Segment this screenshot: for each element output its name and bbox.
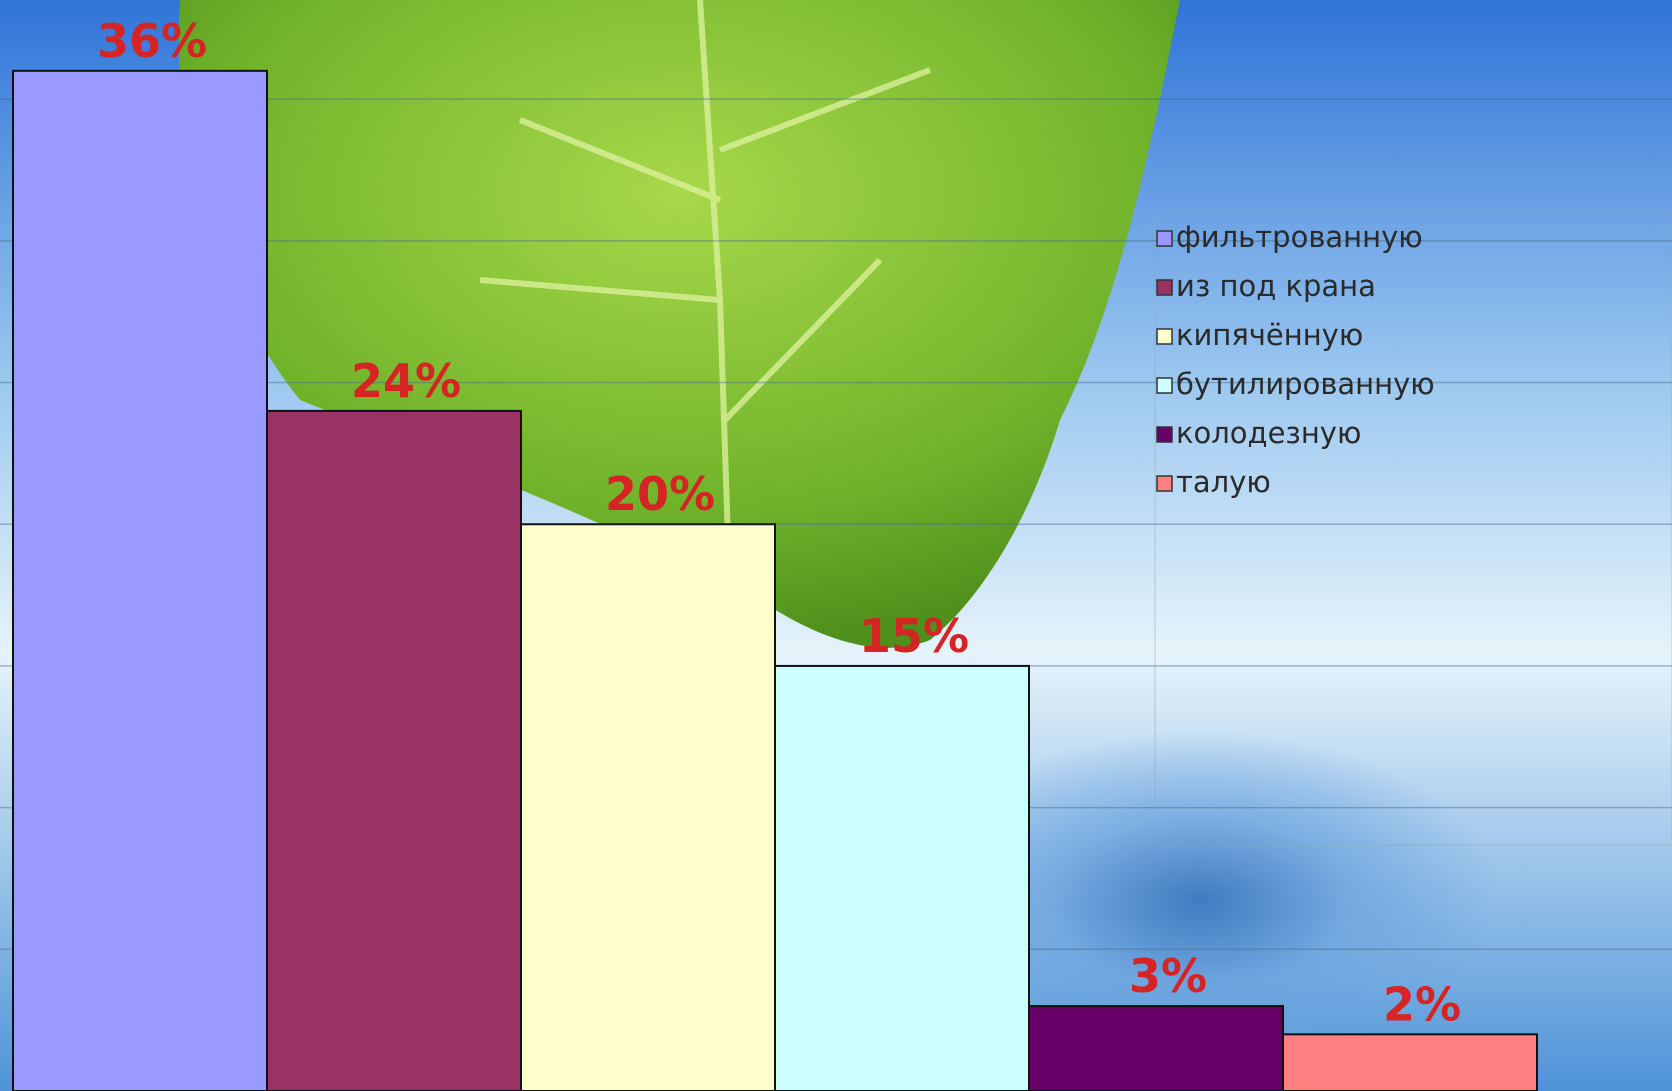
value-label: 2%	[1383, 977, 1461, 1031]
value-label: 24%	[351, 354, 461, 408]
value-label: 20%	[605, 467, 715, 521]
legend-swatch	[1156, 279, 1173, 296]
legend-box	[1154, 211, 1672, 846]
value-label: 15%	[859, 609, 969, 663]
legend-label: талую	[1176, 465, 1271, 499]
water-ripple	[900, 730, 1500, 1070]
value-label: 3%	[1129, 949, 1207, 1003]
bar	[266, 409, 522, 1091]
leaf	[178, 0, 1180, 648]
legend-label: из под крана	[1176, 269, 1376, 303]
legend-label: бутилированную	[1176, 367, 1435, 401]
legend-label: кипячённую	[1176, 318, 1363, 352]
legend: фильтрованную из под крана кипячённую бутил…	[1156, 220, 1435, 499]
bar	[1028, 1004, 1284, 1091]
legend-label: колодезную	[1176, 416, 1361, 450]
value-label: 36%	[97, 14, 207, 68]
bar	[12, 69, 268, 1091]
bar	[520, 523, 776, 1091]
leaf-veins	[479, 0, 932, 601]
bar	[774, 664, 1030, 1091]
bars: 36% 24% 20% 15% 3% 2%	[12, 14, 1538, 1091]
legend-swatch	[1156, 475, 1173, 492]
legend-swatch	[1156, 230, 1173, 247]
legend-label: фильтрованную	[1176, 220, 1423, 254]
bar	[1282, 1033, 1538, 1091]
legend-swatch	[1156, 328, 1173, 345]
legend-swatch	[1156, 426, 1173, 443]
legend-swatch	[1156, 377, 1173, 394]
